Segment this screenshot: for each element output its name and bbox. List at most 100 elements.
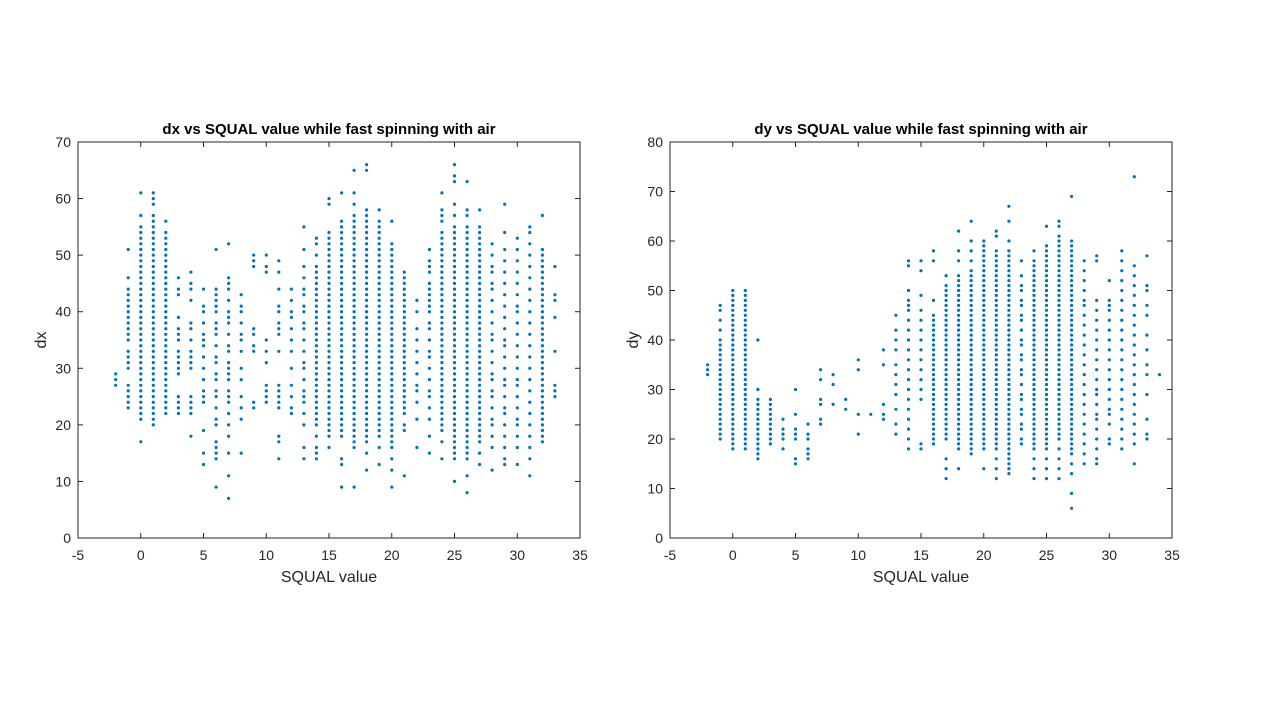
dx-point	[465, 491, 469, 495]
dy-point	[1070, 274, 1074, 278]
dx-point	[352, 366, 356, 370]
dy-point	[969, 333, 973, 337]
dy-point	[969, 353, 973, 357]
dy-point	[994, 274, 998, 278]
dy-point	[743, 343, 747, 347]
dx-point	[201, 378, 206, 382]
dx-point	[227, 366, 231, 370]
dx-point	[465, 304, 469, 308]
dx-point	[352, 406, 356, 410]
dy-point	[781, 427, 785, 431]
dy-point	[1107, 397, 1111, 401]
dy-point	[1107, 279, 1111, 283]
dy-point	[957, 229, 961, 233]
dx-point	[365, 168, 369, 172]
dx-point	[390, 310, 394, 314]
dy-point	[831, 373, 835, 377]
dx-point	[327, 423, 331, 427]
dy-point	[1132, 432, 1136, 436]
dx-point	[314, 372, 318, 376]
dx-point	[528, 423, 532, 427]
dx-point	[490, 349, 494, 353]
dy-point	[931, 387, 936, 392]
dx-point	[314, 389, 318, 393]
dx-point	[540, 400, 545, 404]
dy-point	[731, 387, 735, 392]
dy-point	[944, 402, 948, 406]
dx-point	[352, 378, 356, 382]
dy-point	[1095, 412, 1099, 416]
dy-point	[1082, 298, 1086, 302]
dx-point	[503, 202, 507, 206]
dx-point	[277, 327, 281, 331]
dy-point	[1120, 249, 1124, 253]
dx-point	[365, 355, 369, 359]
dy-point	[1044, 244, 1049, 248]
dx-point	[340, 457, 344, 461]
dy-point	[1132, 442, 1136, 446]
dx-point	[427, 321, 431, 325]
dy-point	[1132, 264, 1136, 268]
dx-point	[540, 276, 545, 280]
dy-point	[1032, 427, 1036, 431]
dx-point	[377, 434, 381, 438]
dx-point	[377, 304, 381, 308]
dy-point	[1007, 452, 1011, 456]
dx-point	[452, 479, 457, 483]
dx-point	[377, 225, 381, 229]
dy-point	[743, 303, 747, 307]
dx-point	[452, 457, 457, 461]
dx-point	[340, 395, 344, 399]
dy-point	[1032, 457, 1036, 461]
dy-point	[743, 447, 747, 451]
dx-point	[478, 366, 482, 370]
dy-point	[969, 348, 973, 352]
dx-point	[390, 242, 394, 246]
dy-point	[1070, 506, 1074, 510]
dy-point	[1057, 447, 1061, 451]
dx-point	[227, 315, 231, 319]
dx-point	[352, 219, 356, 223]
dy-point	[1032, 323, 1036, 327]
dx-point	[327, 338, 331, 342]
dx-point	[151, 344, 155, 348]
dx-point	[340, 423, 344, 427]
dy-point	[906, 308, 911, 312]
dx-point	[452, 451, 457, 455]
dx-point	[528, 230, 532, 235]
dx-point	[365, 327, 369, 331]
dx-point	[427, 417, 431, 421]
dx-point	[440, 293, 444, 297]
dx-point	[139, 440, 143, 444]
dy-point	[969, 442, 973, 446]
dy-point	[856, 368, 860, 372]
dy-point	[731, 422, 735, 426]
dx-point	[327, 344, 331, 348]
dx-point	[340, 219, 344, 223]
dx-point	[239, 321, 243, 325]
dx-point	[126, 338, 130, 342]
dx-point	[314, 236, 318, 240]
dy-point	[994, 338, 998, 342]
dx-point	[365, 366, 369, 370]
dx-point	[327, 270, 331, 274]
dx-point	[402, 281, 406, 285]
dy-point	[1044, 437, 1049, 441]
dx-point	[176, 411, 180, 416]
dx-point	[478, 417, 482, 421]
dy-point	[731, 432, 735, 436]
dy-point	[969, 427, 973, 431]
dy-point	[1044, 363, 1049, 367]
dy-point	[982, 353, 986, 357]
dy-point	[1057, 254, 1061, 258]
dy-point	[1070, 254, 1074, 258]
dx-point	[440, 315, 444, 319]
dx-point	[377, 423, 381, 427]
dy-point	[1070, 318, 1074, 322]
dy-point	[768, 412, 773, 416]
dx-point	[277, 287, 281, 291]
dx-x-tick-label: 15	[321, 547, 337, 563]
dy-point	[982, 338, 986, 342]
